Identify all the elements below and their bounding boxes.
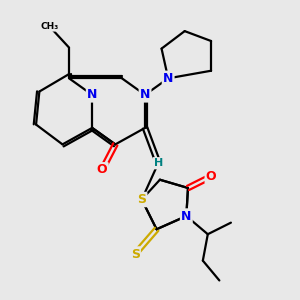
Text: N: N [181,209,191,223]
Text: N: N [140,88,150,101]
Text: N: N [163,72,173,85]
Text: O: O [206,170,216,183]
Text: O: O [97,163,107,176]
Text: CH₃: CH₃ [40,22,58,31]
Text: S: S [130,248,140,260]
Text: N: N [87,88,98,101]
Text: S: S [137,193,146,206]
Text: H: H [154,158,163,168]
